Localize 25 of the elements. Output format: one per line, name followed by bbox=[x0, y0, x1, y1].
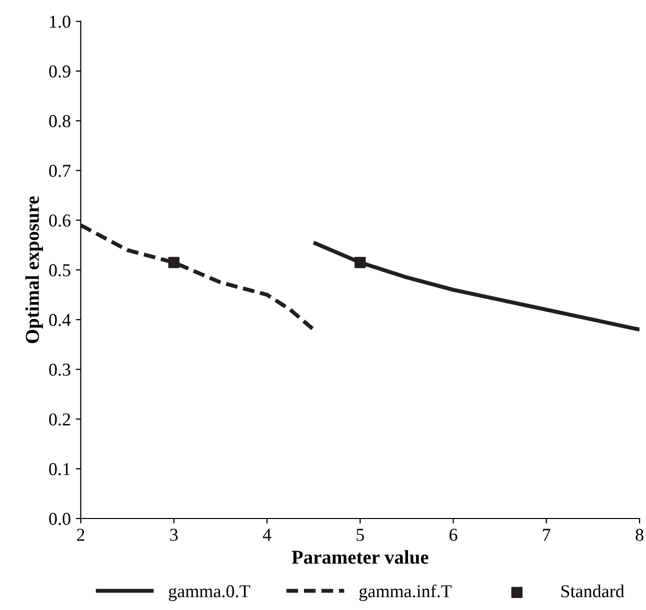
y-tick-label: 0.8 bbox=[49, 115, 70, 128]
y-tick-label: 0.4 bbox=[49, 314, 71, 326]
line-series bbox=[80, 223, 316, 332]
y-tick-label: 0.1 bbox=[49, 463, 70, 476]
legend-label: gamma.0.T bbox=[168, 585, 250, 602]
x-tick-label: 3 bbox=[170, 528, 178, 541]
y-tick-label: 0.5 bbox=[49, 264, 70, 276]
x-tick-label: 6 bbox=[450, 528, 458, 541]
line-series bbox=[312, 240, 640, 332]
x-tick-label: 5 bbox=[356, 528, 364, 541]
y-tick-label: 1.0 bbox=[50, 16, 70, 28]
y-axis-title: Optimal exposure bbox=[25, 196, 43, 344]
y-tick-label: 0.9 bbox=[49, 65, 70, 78]
legend-label: Standard bbox=[561, 584, 624, 598]
x-tick-label: 4 bbox=[262, 528, 272, 541]
y-tick-label: 0.3 bbox=[49, 364, 70, 376]
y-tick-label: 0.2 bbox=[49, 413, 70, 426]
y-tick-label: 0.0 bbox=[49, 512, 70, 526]
x-axis-title: Parameter value bbox=[292, 550, 428, 564]
y-tick-label: 0.7 bbox=[49, 164, 71, 178]
x-tick-label: 7 bbox=[543, 528, 550, 541]
y-tick-label: 0.6 bbox=[49, 214, 70, 227]
legend-label: gamma.inf.T bbox=[359, 584, 452, 602]
x-tick-label: 8 bbox=[636, 528, 644, 541]
x-tick-label: 2 bbox=[77, 528, 84, 541]
